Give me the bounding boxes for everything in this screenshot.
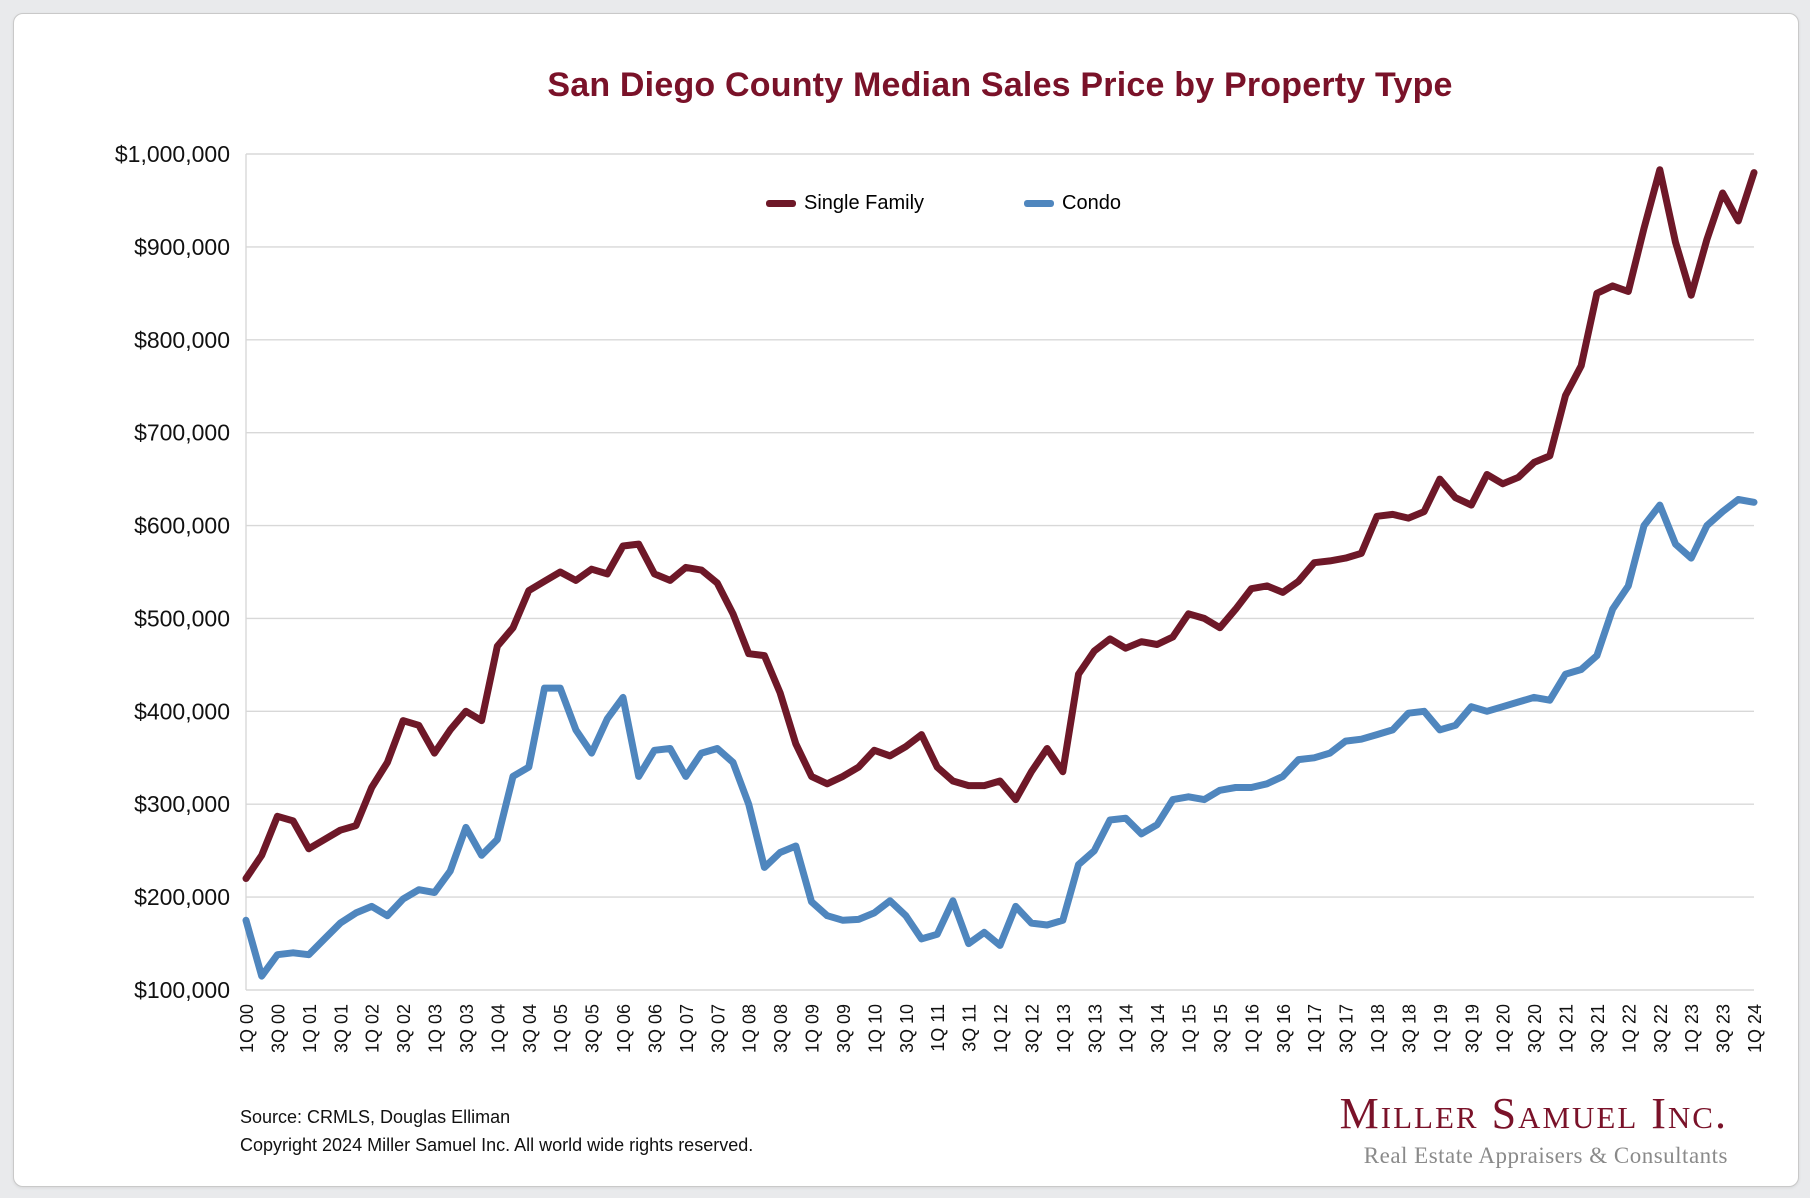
- svg-text:3Q 04: 3Q 04: [520, 1004, 540, 1053]
- svg-text:$900,000: $900,000: [134, 234, 230, 260]
- svg-text:1Q 07: 1Q 07: [677, 1004, 697, 1053]
- legend-label-single-family: Single Family: [804, 192, 925, 214]
- logo-name: Miller Samuel Inc.: [1339, 1089, 1728, 1138]
- svg-text:3Q 09: 3Q 09: [834, 1004, 854, 1053]
- svg-text:1Q 18: 1Q 18: [1368, 1004, 1388, 1053]
- copyright-line: Copyright 2024 Miller Samuel Inc. All wo…: [240, 1134, 754, 1155]
- chart-title: San Diego County Median Sales Price by P…: [547, 66, 1453, 104]
- svg-text:1Q 23: 1Q 23: [1682, 1004, 1702, 1053]
- svg-text:3Q 08: 3Q 08: [771, 1004, 791, 1053]
- chart-card: San Diego County Median Sales Price by P…: [13, 13, 1799, 1187]
- svg-text:1Q 13: 1Q 13: [1054, 1004, 1074, 1053]
- svg-text:3Q 14: 3Q 14: [1148, 1004, 1168, 1053]
- svg-text:1Q 15: 1Q 15: [1180, 1004, 1200, 1053]
- svg-text:1Q 16: 1Q 16: [1242, 1004, 1262, 1053]
- svg-text:$800,000: $800,000: [134, 327, 230, 353]
- svg-text:3Q 16: 3Q 16: [1274, 1004, 1294, 1053]
- legend-label-condo: Condo: [1062, 192, 1121, 214]
- svg-text:1Q 22: 1Q 22: [1619, 1004, 1639, 1053]
- svg-text:$700,000: $700,000: [134, 420, 230, 446]
- single-family-line-swatch: [766, 200, 796, 207]
- svg-text:3Q 22: 3Q 22: [1651, 1004, 1671, 1053]
- miller-samuel-logo: Miller Samuel Inc. Real Estate Appraiser…: [1340, 1092, 1728, 1169]
- svg-text:3Q 18: 3Q 18: [1399, 1004, 1419, 1053]
- legend-item-condo: Condo: [1024, 192, 1121, 215]
- svg-text:1Q 10: 1Q 10: [865, 1004, 885, 1053]
- svg-text:1Q 00: 1Q 00: [237, 1004, 257, 1053]
- source-block: Source: CRMLS, Douglas Elliman Copyright…: [240, 1104, 753, 1160]
- svg-text:1Q 01: 1Q 01: [300, 1004, 320, 1053]
- svg-text:3Q 19: 3Q 19: [1462, 1004, 1482, 1053]
- svg-text:3Q 07: 3Q 07: [708, 1004, 728, 1053]
- svg-text:1Q 24: 1Q 24: [1745, 1004, 1765, 1053]
- svg-text:$300,000: $300,000: [134, 791, 230, 817]
- svg-text:3Q 21: 3Q 21: [1588, 1004, 1608, 1053]
- svg-text:1Q 05: 1Q 05: [551, 1004, 571, 1053]
- svg-text:3Q 05: 3Q 05: [583, 1004, 603, 1053]
- svg-text:1Q 17: 1Q 17: [1305, 1004, 1325, 1053]
- svg-text:$500,000: $500,000: [134, 605, 230, 631]
- svg-text:1Q 09: 1Q 09: [803, 1004, 823, 1053]
- svg-text:3Q 13: 3Q 13: [1085, 1004, 1105, 1053]
- svg-text:1Q 21: 1Q 21: [1557, 1004, 1577, 1053]
- svg-text:$100,000: $100,000: [134, 977, 230, 1003]
- svg-text:$200,000: $200,000: [134, 884, 230, 910]
- svg-text:1Q 04: 1Q 04: [488, 1004, 508, 1053]
- svg-text:1Q 08: 1Q 08: [740, 1004, 760, 1053]
- svg-text:1Q 02: 1Q 02: [363, 1004, 383, 1053]
- svg-text:3Q 01: 3Q 01: [331, 1004, 351, 1053]
- svg-text:3Q 02: 3Q 02: [394, 1004, 414, 1053]
- svg-text:3Q 15: 3Q 15: [1211, 1004, 1231, 1053]
- price-line-chart: $100,000 $200,000 $300,000 $400,000 $500,000…: [115, 141, 1765, 1053]
- svg-text:1Q 06: 1Q 06: [614, 1004, 634, 1053]
- chart-legend: Single Family Condo: [766, 192, 1121, 215]
- svg-text:3Q 00: 3Q 00: [268, 1004, 288, 1053]
- svg-text:3Q 23: 3Q 23: [1714, 1004, 1734, 1053]
- svg-text:3Q 17: 3Q 17: [1337, 1004, 1357, 1053]
- svg-text:1Q 12: 1Q 12: [991, 1004, 1011, 1053]
- svg-text:1Q 11: 1Q 11: [928, 1004, 948, 1052]
- svg-text:1Q 19: 1Q 19: [1431, 1004, 1451, 1053]
- svg-text:$400,000: $400,000: [134, 698, 230, 724]
- svg-text:1Q 14: 1Q 14: [1117, 1004, 1137, 1053]
- svg-text:3Q 12: 3Q 12: [1022, 1004, 1042, 1053]
- svg-text:1Q 20: 1Q 20: [1494, 1004, 1514, 1053]
- logo-tagline: Real Estate Appraisers & Consultants: [1363, 1143, 1728, 1168]
- svg-text:3Q 20: 3Q 20: [1525, 1004, 1545, 1053]
- legend-item-single-family: Single Family: [766, 192, 924, 215]
- svg-text:3Q 11: 3Q 11: [960, 1004, 980, 1052]
- svg-text:$1,000,000: $1,000,000: [115, 141, 230, 167]
- svg-text:$600,000: $600,000: [134, 513, 230, 539]
- svg-text:3Q 06: 3Q 06: [645, 1004, 665, 1053]
- svg-text:3Q 03: 3Q 03: [457, 1004, 477, 1053]
- svg-text:1Q 03: 1Q 03: [426, 1004, 446, 1053]
- svg-text:3Q 10: 3Q 10: [897, 1004, 917, 1053]
- condo-line-swatch: [1024, 200, 1055, 207]
- source-line: Source: CRMLS, Douglas Elliman: [240, 1107, 511, 1127]
